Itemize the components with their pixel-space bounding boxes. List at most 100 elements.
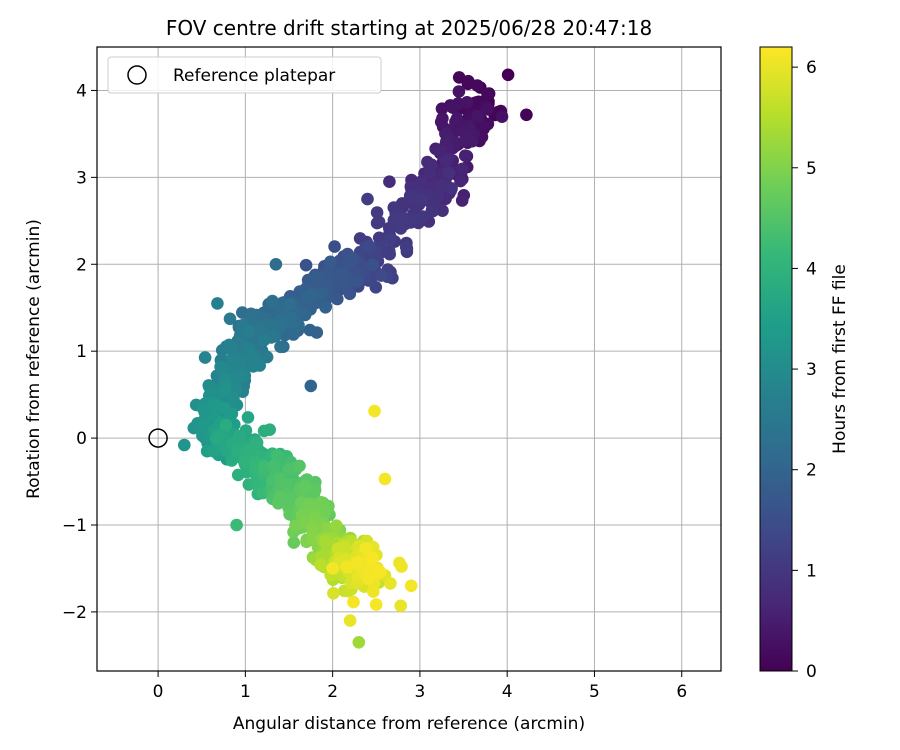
scatter-point — [331, 269, 345, 282]
scatter-point — [315, 287, 329, 300]
scatter-point — [328, 240, 341, 253]
colorbar-tick-label: 3 — [806, 360, 817, 380]
x-tick-label: 2 — [327, 682, 338, 702]
scatter-point — [456, 162, 469, 176]
scatter-point — [366, 551, 379, 565]
scatter-point — [299, 258, 313, 272]
scatter-point — [373, 565, 387, 579]
scatter-point — [269, 258, 283, 271]
scatter-point — [343, 614, 357, 627]
legend-label: Reference platepar — [173, 66, 335, 86]
y-axis-label: Rotation from reference (arcmin) — [24, 219, 44, 499]
scatter-point — [250, 436, 264, 450]
scatter-point — [219, 418, 233, 432]
scatter-point — [434, 115, 448, 129]
scatter-point — [442, 166, 456, 180]
scatter-point — [214, 360, 227, 374]
scatter-point — [370, 216, 384, 230]
colorbar-tick-label: 2 — [806, 461, 817, 481]
scatter-point — [253, 323, 267, 336]
scatter-point — [450, 112, 464, 125]
colorbar-tick-label: 5 — [806, 159, 817, 179]
scatter-point — [298, 479, 312, 493]
scatter-point — [280, 478, 293, 491]
y-tick-label: 1 — [76, 342, 87, 362]
scatter-point — [258, 333, 271, 347]
colorbar-tick-label: 1 — [806, 561, 817, 581]
scatter-point — [284, 298, 297, 311]
grid — [97, 47, 721, 671]
scatter-point — [230, 518, 243, 532]
scatter-point — [196, 402, 210, 415]
scatter-point — [367, 585, 380, 598]
scatter-point — [366, 258, 380, 272]
y-tick-label: 0 — [76, 429, 87, 449]
scatter-point — [370, 206, 384, 219]
scatter-point — [471, 109, 485, 123]
scatter-point — [346, 252, 360, 265]
scatter-point — [318, 535, 332, 548]
scatter-point — [435, 102, 449, 115]
y-tick-label: −1 — [62, 516, 87, 536]
scatter-point — [232, 371, 245, 384]
scatter-point — [414, 178, 428, 192]
scatter-point — [241, 411, 255, 424]
scatter-point — [350, 556, 364, 569]
scatter-point — [315, 496, 328, 509]
scatter-points — [178, 68, 533, 649]
y-tick-label: 3 — [76, 168, 87, 188]
scatter-point — [310, 326, 324, 339]
scatter-point — [374, 269, 388, 282]
scatter-point — [343, 287, 357, 301]
scatter-point — [222, 338, 236, 352]
scatter-point — [202, 380, 216, 393]
scatter-point — [369, 598, 383, 611]
scatter-point — [439, 154, 453, 168]
scatter-point — [234, 358, 247, 371]
scatter-point — [260, 350, 274, 364]
x-tick-label: 4 — [502, 682, 513, 702]
scatter-point — [347, 595, 360, 609]
chart-title: FOV centre drift starting at 2025/06/28 … — [166, 16, 652, 40]
scatter-point — [394, 599, 408, 613]
scatter-point — [218, 384, 231, 398]
scatter-point — [454, 174, 467, 188]
scatter-point — [331, 292, 344, 306]
y-axis-ticks: −2 −1 0 1 2 3 4 — [62, 81, 97, 623]
scatter-point — [271, 497, 285, 510]
colorbar-tick-label: 0 — [806, 662, 817, 682]
scatter-point — [211, 297, 224, 310]
plot-frame — [96, 46, 722, 672]
scatter-point — [426, 204, 440, 218]
scatter-point — [238, 455, 251, 469]
scatter-point — [368, 404, 381, 418]
scatter-point — [268, 459, 281, 472]
scatter-point — [352, 636, 366, 649]
scatter-point — [242, 324, 255, 338]
scatter-point — [501, 68, 515, 82]
scatter-point — [369, 281, 383, 294]
legend: Reference platepar — [107, 56, 382, 94]
scatter-point — [404, 180, 418, 193]
scatter-point — [404, 579, 418, 593]
scatter-point — [300, 290, 314, 304]
scatter-point — [363, 240, 376, 253]
y-tick-label: −2 — [62, 603, 87, 623]
scatter-point — [210, 432, 223, 445]
scatter-point — [520, 108, 533, 122]
scatter-point — [361, 192, 374, 206]
scatter-point — [307, 270, 321, 284]
scatter-point — [308, 483, 322, 497]
scatter-point — [461, 132, 474, 146]
colorbar-gradient — [759, 46, 793, 672]
legend-box — [107, 56, 382, 94]
colorbar-tick-label: 6 — [806, 58, 817, 78]
scatter-point — [304, 379, 318, 393]
scatter-point — [263, 423, 277, 437]
scatter-point — [287, 536, 301, 549]
scatter-point — [384, 232, 397, 246]
scatter-point — [266, 294, 279, 308]
legend-marker — [127, 65, 147, 85]
scatter-point — [435, 179, 448, 192]
